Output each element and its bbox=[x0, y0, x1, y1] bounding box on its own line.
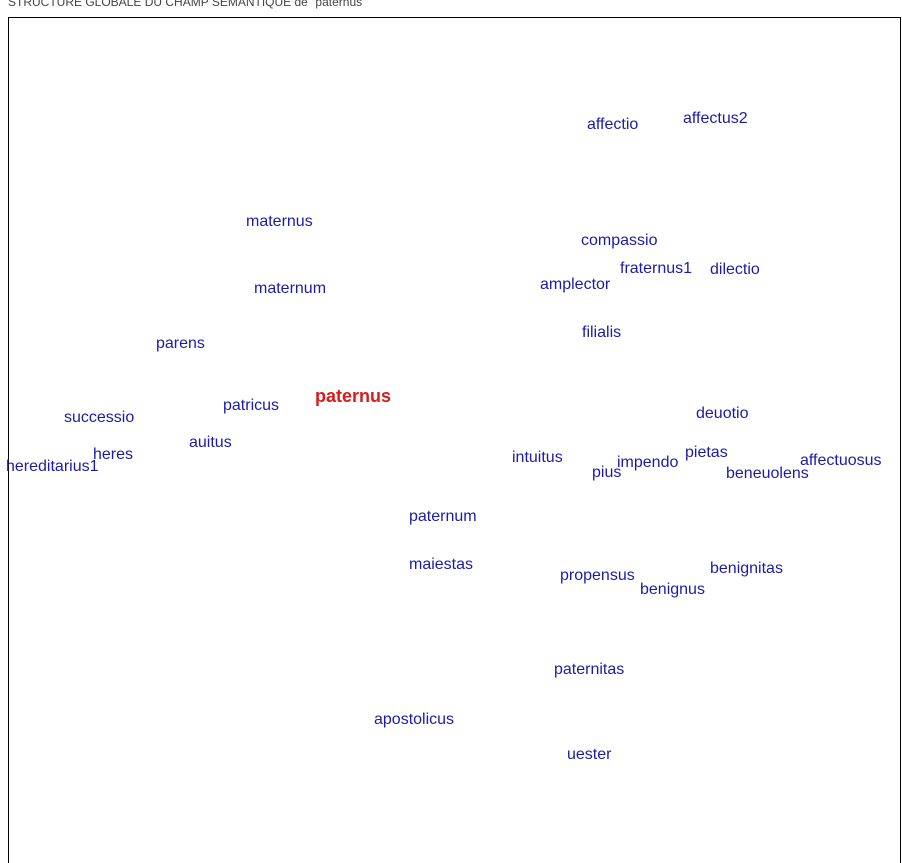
word-label: maternum bbox=[254, 280, 326, 297]
word-label: benignitas bbox=[710, 560, 783, 577]
word-label: successio bbox=[64, 409, 134, 426]
word-label: pius bbox=[592, 464, 621, 481]
word-label: maiestas bbox=[409, 556, 473, 573]
word-label: patricus bbox=[223, 397, 279, 414]
word-label: dilectio bbox=[710, 261, 760, 278]
word-label: impendo bbox=[617, 454, 678, 471]
focus-word: paternus bbox=[315, 386, 391, 406]
word-label: compassio bbox=[581, 232, 658, 249]
word-label: affectuosus bbox=[800, 452, 882, 469]
frame bbox=[8, 17, 901, 863]
word-label: intuitus bbox=[512, 449, 563, 466]
word-label: auitus bbox=[189, 434, 232, 451]
word-label: apostolicus bbox=[374, 711, 454, 728]
word-label: affectus2 bbox=[683, 110, 748, 127]
word-label: hereditarius1 bbox=[6, 458, 99, 475]
word-label: paternitas bbox=[554, 661, 624, 678]
word-label: deuotio bbox=[696, 405, 749, 422]
word-label: benignus bbox=[640, 581, 705, 598]
word-label: parens bbox=[156, 335, 205, 352]
word-label: filialis bbox=[582, 324, 621, 341]
word-label: affectio bbox=[587, 116, 638, 133]
word-label: uester bbox=[567, 746, 612, 763]
word-label: propensus bbox=[560, 567, 635, 584]
word-label: amplector bbox=[540, 276, 611, 293]
word-label: heres bbox=[93, 446, 133, 463]
word-label: maternus bbox=[246, 213, 313, 230]
map-title: STRUCTURE GLOBALE DU CHAMP SÉMANTIQUE de… bbox=[8, 0, 366, 9]
word-label: pietas bbox=[685, 444, 728, 461]
word-label: fraternus1 bbox=[620, 260, 692, 277]
word-label: paternum bbox=[409, 508, 477, 525]
word-label: beneuolens bbox=[726, 465, 809, 482]
